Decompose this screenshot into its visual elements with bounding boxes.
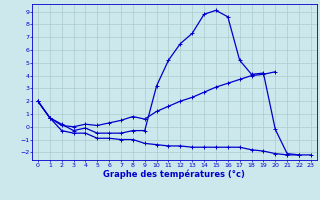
X-axis label: Graphe des températures (°c): Graphe des températures (°c) xyxy=(103,170,245,179)
